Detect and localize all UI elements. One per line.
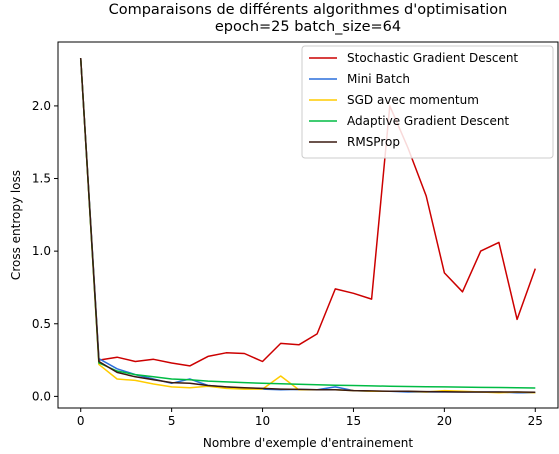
plot-lines: [79, 57, 537, 394]
x-tick-label: 0: [77, 414, 85, 428]
x-axis-label: Nombre d'exemple d'entrainement: [203, 436, 413, 450]
legend-label-3: Adaptive Gradient Descent: [347, 114, 509, 128]
chart-title: Comparaisons de différents algorithmes d…: [109, 2, 508, 18]
y-axis: 0.0 0.5 1.0 1.5 2.0: [32, 99, 58, 403]
legend-label-1: Mini Batch: [347, 72, 410, 86]
series-line-0: [79, 57, 537, 367]
y-tick-label: 2.0: [32, 99, 51, 113]
x-tick-label: 15: [346, 414, 361, 428]
chart-subtitle: epoch=25 batch_size=64: [215, 19, 401, 35]
y-tick-label: 0.5: [32, 317, 51, 331]
legend-label-2: SGD avec momentum: [347, 93, 479, 107]
x-axis: 0 5 10 15 20 25: [77, 408, 543, 428]
legend-frame: [301, 45, 554, 159]
legend: Stochastic Gradient Descent Mini Batch SGD…: [301, 45, 554, 159]
series-line-4: [79, 57, 536, 394]
y-tick-label: 1.5: [32, 172, 51, 186]
y-axis-label: Cross entropy loss: [9, 170, 23, 280]
y-tick-label: 0.0: [32, 389, 51, 403]
x-tick-label: 5: [168, 414, 176, 428]
y-tick-label: 1.0: [32, 244, 51, 258]
series-line-3: [79, 57, 536, 389]
x-tick-label: 10: [255, 414, 270, 428]
x-tick-label: 25: [528, 414, 543, 428]
legend-label-4: RMSProp: [347, 135, 400, 149]
x-tick-label: 20: [437, 414, 452, 428]
legend-label-0: Stochastic Gradient Descent: [347, 51, 518, 65]
plot-frame: [57, 41, 559, 409]
